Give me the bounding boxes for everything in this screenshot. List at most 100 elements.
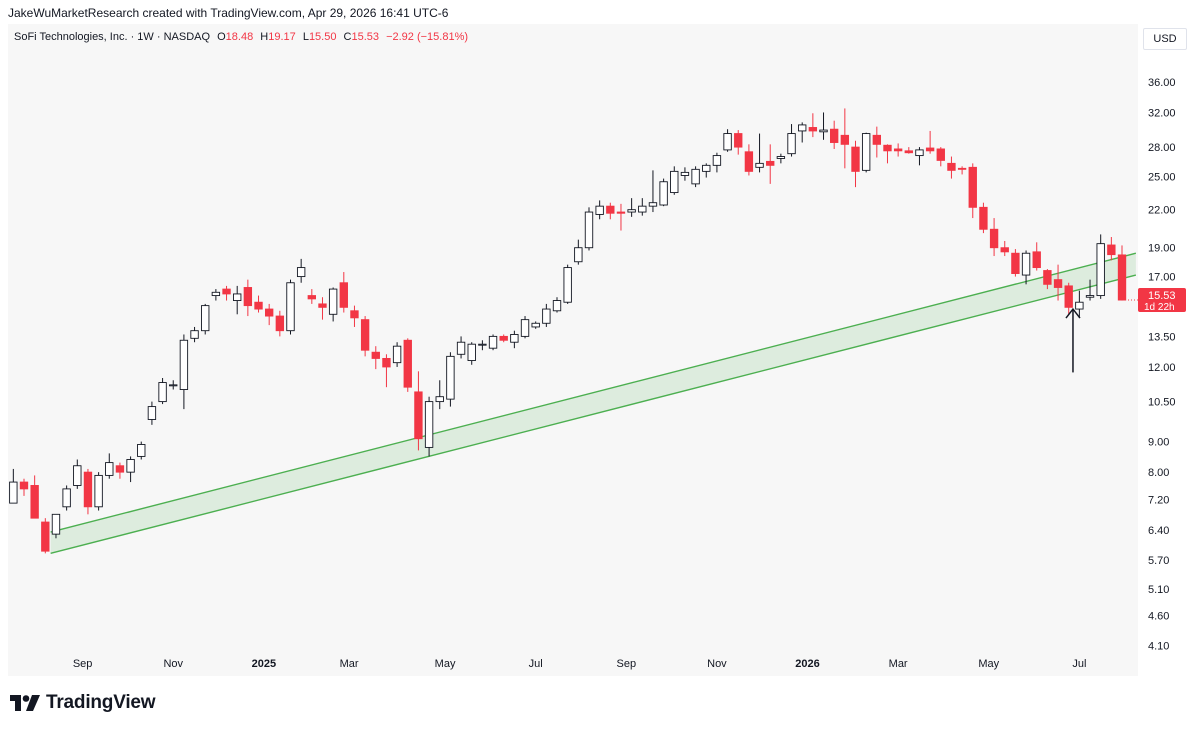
candle-up [798, 122, 807, 143]
candle-body [798, 124, 807, 132]
candle-body [137, 444, 146, 457]
candle-body [680, 171, 690, 176]
arrow-annotation-head [1065, 307, 1081, 319]
candle-body [872, 134, 882, 145]
candle-body [925, 147, 935, 152]
candle-down [851, 140, 860, 188]
candle-body [979, 206, 988, 230]
symbol-legend: SoFi Technologies, Inc. · 1W · NASDAQ O1… [14, 31, 468, 43]
candle-down [947, 156, 956, 179]
price-chart[interactable]: Sep Nov 2025 Mar May Jul Sep Nov 2026 Mar May Jul [8, 24, 1138, 676]
candle-up [680, 167, 690, 181]
candle-down [1032, 242, 1041, 271]
candle-down [1043, 269, 1052, 290]
candle-body [1043, 270, 1052, 285]
candle-down [318, 297, 327, 320]
candle-down [307, 289, 317, 304]
candle-body [126, 459, 135, 473]
x-axis-tick-label: May [978, 658, 999, 670]
candle-up [1075, 290, 1084, 318]
y-axis-tick-label: 8.00 [1148, 467, 1169, 479]
y-axis-tick-label: 28.00 [1148, 142, 1176, 154]
candle-up [1021, 250, 1031, 285]
candle-up [787, 124, 796, 157]
candle-body [403, 339, 412, 388]
candle-down [403, 338, 412, 392]
currency-button[interactable]: USD [1143, 28, 1187, 50]
candle-down [616, 203, 626, 231]
candle-up [584, 207, 594, 251]
candle-down [30, 475, 39, 519]
candle-down [606, 202, 615, 220]
candle-up [776, 153, 786, 164]
candle-down [1053, 264, 1063, 301]
candle-body [222, 288, 231, 295]
candle-body [105, 462, 114, 476]
last-price-value: 15.53 [1148, 290, 1176, 302]
low-label: L [302, 31, 309, 43]
candle-body [723, 133, 732, 151]
candle-body [1011, 252, 1020, 274]
candle-down [382, 354, 391, 388]
candle-body [339, 282, 348, 308]
y-axis-tick-label: 7.20 [1148, 494, 1169, 506]
candle-up [158, 377, 167, 405]
candle-body [94, 474, 103, 508]
candle-body [19, 481, 29, 490]
candle-body [1032, 251, 1041, 269]
candle-up [531, 321, 540, 329]
candle-body [318, 303, 327, 308]
candle-body [254, 301, 263, 310]
candle-up [1096, 234, 1105, 299]
candle-up [488, 334, 498, 351]
candle-down [989, 218, 999, 257]
price-axis[interactable]: 42.0036.0032.0028.0025.0022.0019.0017.00… [1138, 24, 1192, 676]
x-axis-tick-label: Nov [707, 658, 727, 670]
candle-body [552, 300, 562, 312]
candle-body [307, 295, 317, 300]
candle-body [840, 134, 850, 145]
candle-up [552, 297, 562, 313]
candle-up [190, 326, 199, 343]
candle-body [755, 162, 764, 168]
candle-up [62, 485, 71, 511]
x-axis-tick-label: Mar [889, 658, 908, 670]
candle-up [702, 163, 711, 178]
candle-up [627, 198, 636, 217]
high-label: H [260, 31, 269, 43]
y-axis-tick-label: 5.10 [1148, 584, 1169, 596]
candle-down [840, 108, 850, 169]
candle-down [957, 166, 967, 175]
x-axis-tick-label: Mar [340, 658, 359, 670]
candle-up [233, 285, 242, 315]
candle-up [691, 166, 700, 188]
candle-up [670, 166, 679, 195]
candle-body [296, 267, 306, 278]
candle-body [734, 133, 743, 148]
candle-body [691, 168, 700, 185]
candle-body [616, 211, 626, 214]
candle-up [147, 401, 157, 425]
candle-down [275, 310, 285, 337]
candle-down [360, 316, 370, 357]
candle-up [126, 456, 135, 483]
candle-down [744, 144, 754, 176]
candle-down [339, 272, 348, 313]
candle-down [936, 147, 945, 167]
y-axis-tick-label: 17.00 [1148, 272, 1176, 284]
chart-panel[interactable]: Sep Nov 2025 Mar May Jul Sep Nov 2026 Mar May Jul [8, 24, 1138, 676]
candle-body [264, 308, 274, 317]
candle-down [414, 371, 423, 451]
channel-lower-line [50, 274, 1137, 555]
y-axis-tick-label: 4.60 [1148, 611, 1169, 623]
candle-down [808, 113, 818, 138]
candle-up [179, 334, 189, 410]
candle-body [467, 343, 476, 361]
price-axis-labels: 42.0036.0032.0028.0025.0022.0019.0017.00… [1138, 37, 1186, 653]
x-axis-tick-label: 2025 [252, 658, 276, 670]
candle-up [467, 342, 476, 365]
candle-up [542, 303, 551, 327]
candle-body [1096, 243, 1105, 297]
candle-up [574, 239, 583, 265]
tradingview-footer[interactable]: TradingView [10, 692, 156, 714]
